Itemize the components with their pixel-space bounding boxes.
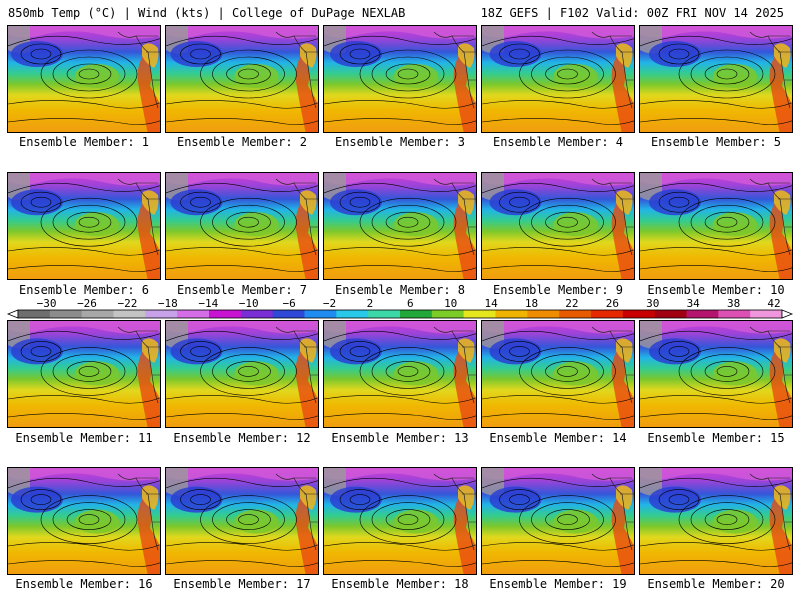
colorbar-swatch (49, 310, 83, 318)
member-caption: Ensemble Member: 7 (176, 283, 308, 297)
map-panel-member-12 (165, 320, 319, 428)
member-caption: Ensemble Member: 17 (173, 577, 311, 591)
colorbar-tick-label: −2 (323, 297, 336, 310)
colorbar-swatch (81, 310, 114, 318)
map-panel-member-19 (481, 467, 635, 575)
colorbar-swatch (272, 310, 305, 318)
colorbar-swatch (622, 310, 656, 318)
colorbar-swatch (113, 310, 146, 318)
colorbar-tick-label: 18 (525, 297, 538, 310)
map-panel-member-1 (7, 25, 161, 133)
colorbar-tick-label: 42 (767, 297, 780, 310)
map-panel-member-17 (165, 467, 319, 575)
colorbar-swatch (18, 310, 51, 318)
colorbar-tick-label: −14 (198, 297, 218, 310)
member-caption: Ensemble Member: 18 (331, 577, 469, 591)
member-caption: Ensemble Member: 4 (492, 135, 624, 149)
map-panel-member-15 (639, 320, 793, 428)
colorbar-right-arrow (781, 309, 794, 319)
map-panel-member-8 (323, 172, 477, 280)
member-caption: Ensemble Member: 13 (331, 431, 469, 445)
member-caption: Ensemble Member: 19 (489, 577, 627, 591)
colorbar-swatch (654, 310, 687, 318)
colorbar-swatch (209, 310, 242, 318)
member-caption: Ensemble Member: 20 (647, 577, 785, 591)
colorbar-swatch (559, 310, 592, 318)
map-panel-member-4 (481, 25, 635, 133)
member-caption: Ensemble Member: 15 (647, 431, 785, 445)
member-caption: Ensemble Member: 2 (176, 135, 308, 149)
colorbar-tick-label: −18 (158, 297, 178, 310)
colorbar-tick-label: 22 (565, 297, 578, 310)
colorbar-swatch (527, 310, 560, 318)
colorbar-swatch (240, 310, 274, 318)
member-caption: Ensemble Member: 9 (492, 283, 624, 297)
colorbar-swatch (750, 310, 783, 318)
map-panel-member-2 (165, 25, 319, 133)
map-panel-member-6 (7, 172, 161, 280)
colorbar-tick-label: 14 (484, 297, 498, 310)
temperature-colorbar: −30 −26 −22 −18 −14 −10 −6 −2 2 6 10 14 18 22 26 30 34 38… (4, 296, 796, 322)
map-panel-member-7 (165, 172, 319, 280)
member-caption: Ensemble Member: 10 (647, 283, 785, 297)
colorbar-tick-label: 2 (367, 297, 374, 310)
map-panel-member-18 (323, 467, 477, 575)
colorbar-swatch (304, 310, 337, 318)
colorbar-tick-label: −26 (77, 297, 97, 310)
member-caption: Ensemble Member: 5 (650, 135, 782, 149)
member-caption: Ensemble Member: 1 (18, 135, 150, 149)
colorbar-tick-label: −22 (117, 297, 137, 310)
colorbar-swatch (591, 310, 624, 318)
member-caption: Ensemble Member: 12 (173, 431, 311, 445)
colorbar-swatch (718, 310, 751, 318)
map-panel-member-11 (7, 320, 161, 428)
colorbar-left-arrow (6, 309, 19, 319)
colorbar-tick-label: 10 (444, 297, 457, 310)
map-title: 850mb Temp (°C) | Wind (kts) | College o… (8, 6, 406, 20)
map-panel-member-9 (481, 172, 635, 280)
colorbar-tick-label: −6 (282, 297, 295, 310)
colorbar-tick-label: 30 (646, 297, 659, 310)
map-panel-member-10 (639, 172, 793, 280)
colorbar-swatch (431, 310, 465, 318)
colorbar-swatch (177, 310, 210, 318)
map-panel-member-3 (323, 25, 477, 133)
colorbar-tick-label: 26 (606, 297, 619, 310)
member-caption: Ensemble Member: 3 (334, 135, 466, 149)
colorbar-swatch (145, 310, 178, 318)
map-panel-member-13 (323, 320, 477, 428)
model-run-valid-time: 18Z GEFS | F102 Valid: 00Z FRI NOV 14 20… (480, 6, 784, 20)
colorbar-tick-label: 38 (727, 297, 740, 310)
colorbar-swatch (463, 310, 496, 318)
colorbar-swatch (686, 310, 719, 318)
colorbar-tick-label: −30 (37, 297, 57, 310)
member-caption: Ensemble Member: 14 (489, 431, 627, 445)
member-caption: Ensemble Member: 11 (15, 431, 153, 445)
colorbar-swatch (400, 310, 433, 318)
colorbar-swatch (368, 310, 401, 318)
member-caption: Ensemble Member: 8 (334, 283, 466, 297)
member-caption: Ensemble Member: 16 (15, 577, 153, 591)
map-panel-member-20 (639, 467, 793, 575)
map-panel-member-16 (7, 467, 161, 575)
map-panel-member-14 (481, 320, 635, 428)
map-panel-member-5 (639, 25, 793, 133)
colorbar-swatch (336, 310, 369, 318)
colorbar-tick-label: 6 (407, 297, 414, 310)
colorbar-tick-label: 34 (687, 297, 701, 310)
member-caption: Ensemble Member: 6 (18, 283, 150, 297)
colorbar-swatch (495, 310, 528, 318)
colorbar-tick-label: −10 (239, 297, 259, 310)
